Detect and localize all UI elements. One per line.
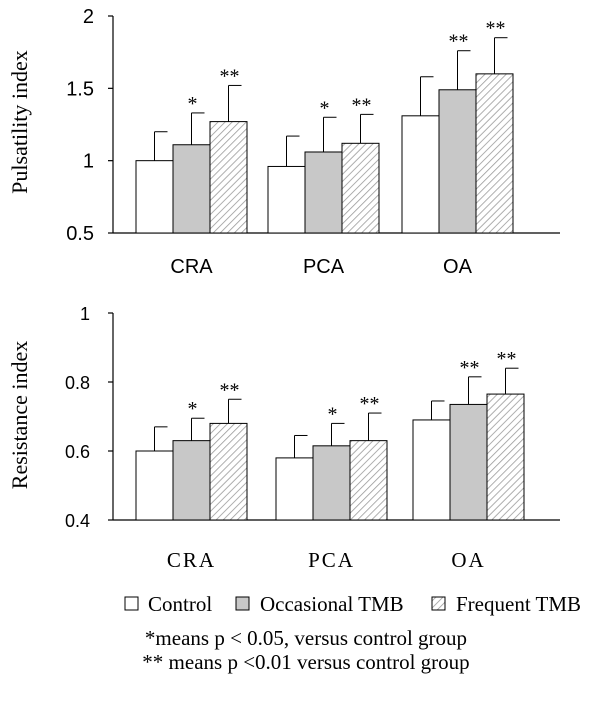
- x-category-label-oa: OA: [451, 548, 485, 572]
- y-tick-label: 0.6: [65, 442, 90, 462]
- bar-frequent-tmb-pca: [341, 142, 380, 234]
- x-category-label-cra: CRA: [167, 548, 216, 572]
- significance-marker: *: [188, 398, 198, 420]
- x-category-label-pca: PCA: [308, 548, 355, 572]
- bar-frequent-tmb-pca: [349, 440, 388, 521]
- bar-control-oa: [401, 115, 440, 234]
- bar-control-oa: [412, 419, 451, 521]
- bar-occasional-tmb-cra: [172, 440, 211, 521]
- significance-marker: *: [320, 97, 330, 119]
- bar-control-cra: [135, 450, 174, 521]
- bar-frequent-tmb-cra: [209, 121, 248, 234]
- bar-frequent-tmb-oa: [486, 393, 525, 521]
- significance-marker: **: [360, 393, 380, 415]
- bar-control-pca: [275, 457, 314, 521]
- bar-control-pca: [267, 165, 306, 234]
- bar-frequent-tmb-cra: [209, 422, 248, 521]
- x-category-label-cra: CRA: [170, 256, 213, 278]
- legend-label-frequent-tmb: Frequent TMB: [456, 592, 581, 616]
- significance-marker: **: [352, 94, 372, 116]
- bar-occasional-tmb-oa: [438, 89, 477, 234]
- bar-occasional-tmb-oa: [449, 403, 488, 521]
- y-tick-label: 1: [80, 304, 90, 324]
- significance-marker: **: [220, 379, 240, 401]
- legend-label-occasional-tmb: Occasional TMB: [260, 592, 404, 616]
- y-axis-label: Resistance index: [7, 341, 32, 489]
- bar-control-cra: [135, 160, 174, 234]
- footnote-p001: ** means p <0.01 versus control group: [142, 650, 470, 674]
- significance-marker: **: [497, 348, 517, 370]
- y-tick-label: 2: [83, 6, 94, 28]
- y-axis-label: Pulsatility index: [7, 50, 32, 194]
- x-category-label-oa: OA: [443, 256, 473, 278]
- legend-swatch-frequent-tmb: [431, 596, 446, 611]
- legend-swatch-occasional-tmb: [235, 596, 250, 611]
- legend-swatch-control: [124, 596, 139, 611]
- legend: Control Occasional TMB Frequent TMB: [124, 592, 581, 616]
- legend-label-control: Control: [148, 592, 212, 616]
- y-tick-label: 0.4: [65, 511, 90, 531]
- bar-frequent-tmb-oa: [475, 73, 514, 234]
- significance-marker: **: [220, 65, 240, 87]
- bar-occasional-tmb-pca: [304, 151, 343, 234]
- x-category-label-pca: PCA: [303, 256, 345, 278]
- y-tick-label: 1: [83, 151, 94, 173]
- y-tick-label: 0.5: [66, 223, 94, 245]
- bar-occasional-tmb-cra: [172, 144, 211, 234]
- significance-marker: *: [328, 403, 338, 425]
- y-tick-label: 0.8: [65, 373, 90, 393]
- significance-marker: **: [460, 357, 480, 379]
- bar-occasional-tmb-pca: [312, 445, 351, 521]
- y-tick-label: 1.5: [66, 78, 94, 100]
- significance-marker: **: [449, 31, 469, 53]
- significance-marker: *: [188, 93, 198, 115]
- footnote-p005: *means p < 0.05, versus control group: [144, 626, 468, 650]
- significance-marker: **: [486, 18, 506, 40]
